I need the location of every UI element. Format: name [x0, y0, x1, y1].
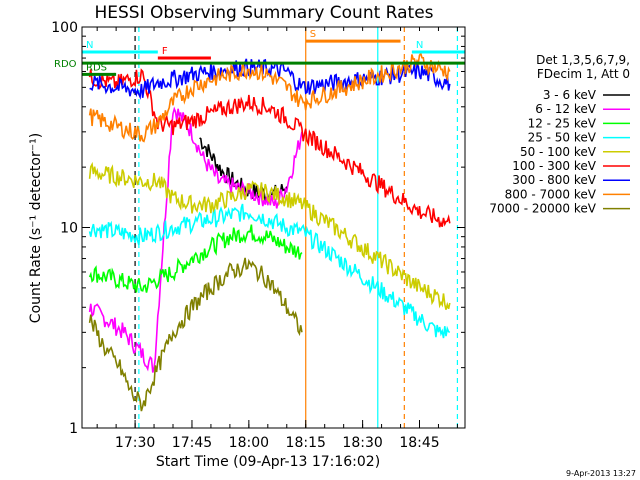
flag-label: N — [416, 40, 423, 51]
flag-label: F — [162, 46, 168, 57]
legend-entry-label: 800 - 7000 keV — [505, 187, 597, 201]
y-tick-label: 10 — [60, 221, 78, 237]
series-line — [88, 161, 451, 310]
chart-title: HESSI Observing Summary Count Rates — [94, 3, 433, 23]
series-line — [88, 203, 451, 339]
legend-header: FDecim 1, Att 0 — [537, 67, 630, 81]
legend-entry-label: 6 - 12 keV — [535, 102, 597, 116]
series-line — [88, 224, 303, 293]
series-line — [88, 257, 303, 412]
legend-entry-label: 12 - 25 keV — [528, 116, 597, 130]
x-tick-label: 18:30 — [342, 435, 382, 451]
flag-label: N — [86, 40, 93, 51]
flag-label: S — [310, 29, 316, 40]
series-line — [88, 106, 303, 373]
x-axis: 17:30 17:45 18:00 18:15 18:30 18:45 — [96, 27, 458, 451]
x-tick-label: 17:45 — [172, 435, 212, 451]
x-tick-label: 17:30 — [115, 435, 155, 451]
y-axis-label: Count Rate (s⁻¹ detector⁻¹) — [28, 133, 44, 323]
legend-entry-label: 7000 - 20000 keV — [489, 202, 596, 216]
date-stamp: 9-Apr-2013 13:27 — [566, 469, 636, 478]
series-layer — [88, 27, 459, 428]
legend-header: Det 1,3,5,6,7,9, — [536, 53, 630, 67]
legend-entry-label: 100 - 300 keV — [512, 159, 596, 173]
x-tick-label: 18:15 — [286, 435, 326, 451]
y-axis: 1 10 100 — [51, 20, 465, 437]
x-axis-label: Start Time (09-Apr-13 17:16:02) — [156, 454, 380, 470]
legend-entry-label: 25 - 50 keV — [528, 131, 597, 145]
legend-entry-label: 50 - 100 keV — [520, 145, 597, 159]
series-line — [88, 51, 451, 143]
x-tick-label: 18:00 — [229, 435, 269, 451]
flag-label: RDO — [54, 59, 77, 70]
y-tick-label: 100 — [51, 20, 78, 36]
legend: Det 1,3,5,6,7,9,FDecim 1, Att 0 3 - 6 keV… — [489, 53, 630, 216]
flag-label: RDS — [86, 62, 107, 73]
legend-entry-label: 3 - 6 keV — [543, 88, 597, 102]
flags-layer: N N F S RDO RDS — [54, 29, 465, 76]
y-tick-label: 1 — [69, 421, 78, 437]
legend-entry-label: 300 - 800 keV — [512, 173, 596, 187]
x-tick-label: 18:45 — [399, 435, 439, 451]
